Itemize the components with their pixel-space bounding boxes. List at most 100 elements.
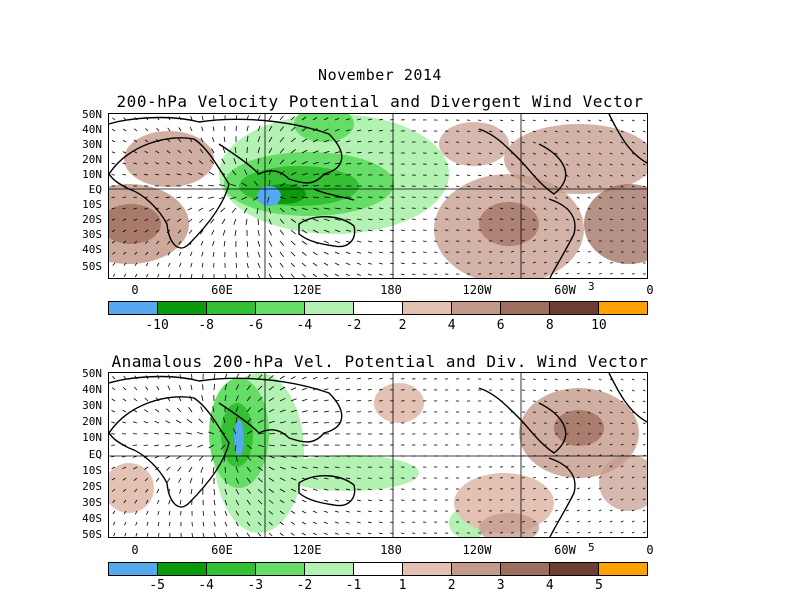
wind-vector-arrow [609, 207, 613, 210]
wind-vector-arrow [620, 163, 624, 166]
wind-vector-arrow [323, 488, 329, 491]
wind-vector-arrow [510, 273, 514, 275]
wind-vector-arrow [543, 185, 547, 188]
wind-vector-arrow [378, 389, 383, 391]
wind-vector-arrow [411, 273, 416, 275]
wind-vector-arrow [543, 196, 547, 200]
wind-vector-arrow [290, 184, 297, 187]
wind-vector-arrow [334, 510, 339, 513]
wind-vector-arrow [243, 207, 248, 214]
wind-vector-arrow [631, 487, 635, 490]
wind-vector-arrow [323, 162, 330, 165]
wind-vector-arrow [198, 160, 204, 165]
wind-vector-arrow [312, 488, 318, 491]
wind-vector-arrow [145, 488, 149, 493]
wind-vector-arrow [257, 419, 264, 424]
wind-vector-arrow [576, 141, 580, 144]
wind-vector-arrow [211, 148, 215, 154]
wind-vector-arrow [301, 387, 307, 391]
coastlines [109, 114, 647, 278]
wind-vector-arrow [367, 240, 373, 243]
wind-vector-arrow [301, 229, 308, 234]
wind-vector-arrow [279, 182, 286, 187]
wind-vector-arrow [268, 147, 273, 154]
wind-vector-arrow [224, 532, 228, 537]
wind-vector-arrow [367, 251, 373, 254]
wind-vector-arrow [144, 196, 149, 198]
wind-vector-arrow [521, 510, 525, 512]
wind-vector-arrow [411, 251, 416, 253]
reference-vector-label: 3 [588, 280, 595, 293]
colorbar-swatch [256, 302, 305, 314]
wind-vector-arrow [122, 151, 127, 154]
wind-vector-arrow [356, 240, 362, 243]
wind-vector-arrow [609, 465, 613, 468]
wind-vector-arrow [323, 399, 329, 402]
wind-vector-arrow [168, 510, 171, 516]
wind-vector-arrow [246, 532, 251, 537]
wind-vector-arrow [156, 240, 160, 245]
wind-vector-arrow [144, 162, 149, 165]
wind-vector-arrow [241, 182, 248, 187]
wind-vector-arrow [312, 388, 318, 391]
wind-vector-arrow [532, 389, 536, 391]
wind-vector-arrow [312, 173, 319, 176]
wind-vector-arrow [334, 196, 341, 198]
wind-vector-arrow [201, 115, 204, 121]
wind-vector-arrow [411, 240, 416, 242]
wind-vector-arrow [178, 116, 182, 121]
wind-vector-arrow [124, 532, 127, 537]
wind-vector-arrow [144, 150, 149, 154]
wind-vector-arrow [122, 218, 127, 221]
wind-vector-arrow [111, 421, 116, 424]
wind-vector-arrow [176, 161, 182, 165]
colorbar-swatch [305, 563, 354, 575]
wind-vector-arrow [499, 152, 504, 155]
wind-vector-arrow [609, 196, 613, 199]
wind-vector-arrow [201, 395, 204, 402]
wind-vector-arrow [620, 389, 624, 392]
wind-vector-arrow [455, 196, 460, 198]
wind-vector-arrow [212, 126, 215, 132]
wind-vector-arrow [609, 411, 613, 414]
wind-vector-arrow [301, 488, 307, 492]
wind-vector-arrow [455, 152, 460, 154]
wind-vector-arrow [345, 251, 351, 255]
wind-vector-arrow [367, 141, 373, 143]
wind-vector-arrow [268, 408, 275, 413]
lat-label: 40N [82, 383, 102, 396]
wind-vector-arrow [177, 229, 182, 234]
wind-vector-arrow [532, 119, 536, 122]
wind-vector-arrow [356, 218, 362, 221]
wind-vector-arrow [165, 196, 171, 199]
wind-vector-arrow [510, 119, 515, 122]
wind-vector-arrow [213, 488, 216, 495]
wind-vector-arrow [642, 196, 646, 199]
wind-vector-arrow [631, 476, 635, 479]
wind-vector-arrow [576, 411, 580, 414]
wind-vector-arrow [279, 170, 285, 176]
wind-vector-arrow [543, 466, 547, 468]
wind-vector-arrow [477, 152, 482, 155]
wind-vector-arrow [598, 520, 602, 523]
wind-vector-arrow [609, 476, 613, 479]
wind-vector-arrow [499, 174, 504, 177]
wind-vector-arrow [620, 207, 624, 210]
wind-vector-arrow [257, 510, 262, 516]
wind-vector-arrow [219, 430, 226, 435]
wind-vector-arrow [378, 207, 384, 209]
wind-vector-arrow [422, 229, 427, 231]
wind-vector-arrow [144, 409, 149, 413]
wind-vector-arrow [279, 126, 285, 132]
lat-label: 40N [82, 123, 102, 136]
wind-vector-arrow [565, 378, 569, 381]
wind-vector-arrow [190, 115, 193, 121]
colorbar-tick-label: -2 [296, 578, 313, 593]
wind-vector-arrow [334, 117, 340, 121]
wind-vector-arrow [609, 273, 613, 275]
wind-vector-arrow [187, 160, 193, 165]
wind-vector-arrow [609, 443, 613, 446]
wind-vector-arrow [144, 207, 149, 210]
wind-vector-arrow [246, 115, 249, 121]
wind-vector-arrow [144, 229, 149, 233]
